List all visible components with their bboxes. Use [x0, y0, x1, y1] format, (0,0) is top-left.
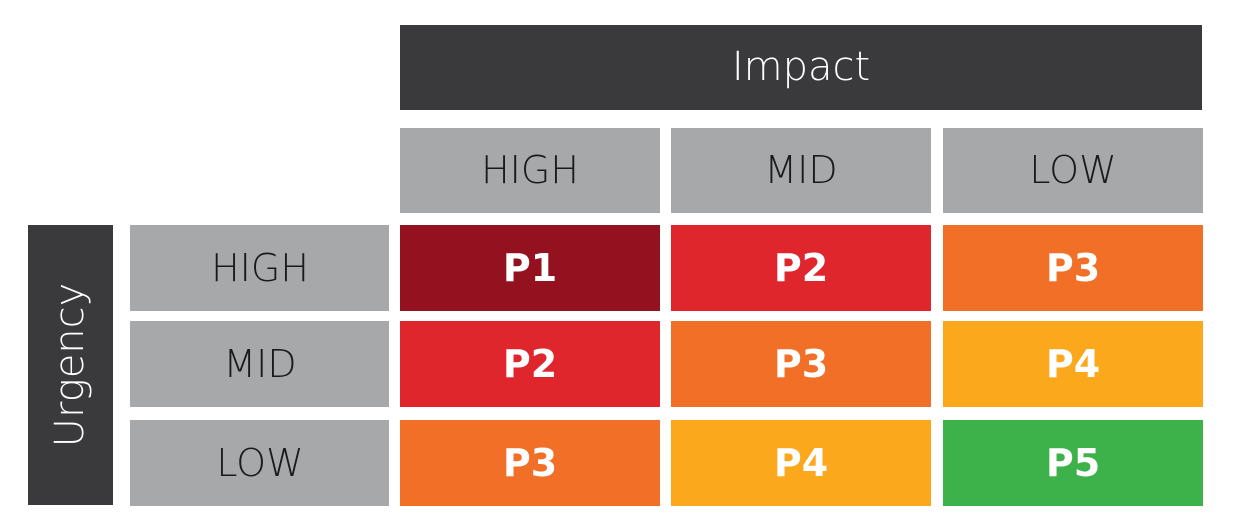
row-label: LOW [216, 441, 303, 485]
priority-cell [400, 321, 660, 407]
priority-cell [400, 225, 660, 311]
priority-cell [671, 225, 931, 311]
row-header [130, 321, 389, 407]
column-label: LOW [1029, 148, 1116, 192]
priority-label: P2 [503, 342, 557, 386]
impact-header [400, 25, 1202, 110]
priority-cell [943, 225, 1203, 311]
urgency-title: Urgency [47, 283, 93, 448]
priority-label: P4 [774, 441, 828, 485]
column-header [400, 128, 660, 213]
column-header [943, 128, 1203, 213]
priority-label: P5 [1046, 441, 1100, 485]
priority-label: P3 [503, 441, 557, 485]
impact-title: Impact [732, 44, 870, 90]
priority-cell [400, 420, 660, 506]
column-label: HIGH [481, 148, 579, 192]
priority-label: P4 [1046, 342, 1100, 386]
priority-label: P3 [774, 342, 828, 386]
row-label: HIGH [211, 246, 309, 290]
urgency-header [28, 225, 113, 505]
priority-label: P3 [1046, 246, 1100, 290]
row-header [130, 420, 389, 506]
priority-cell [943, 321, 1203, 407]
priority-cell [671, 420, 931, 506]
priority-cell [943, 420, 1203, 506]
column-header [671, 128, 931, 213]
column-label: MID [764, 148, 837, 192]
row-label: MID [223, 342, 296, 386]
priority-label: P1 [503, 246, 557, 290]
row-header [130, 225, 389, 311]
priority-cell [671, 321, 931, 407]
priority-label: P2 [774, 246, 828, 290]
